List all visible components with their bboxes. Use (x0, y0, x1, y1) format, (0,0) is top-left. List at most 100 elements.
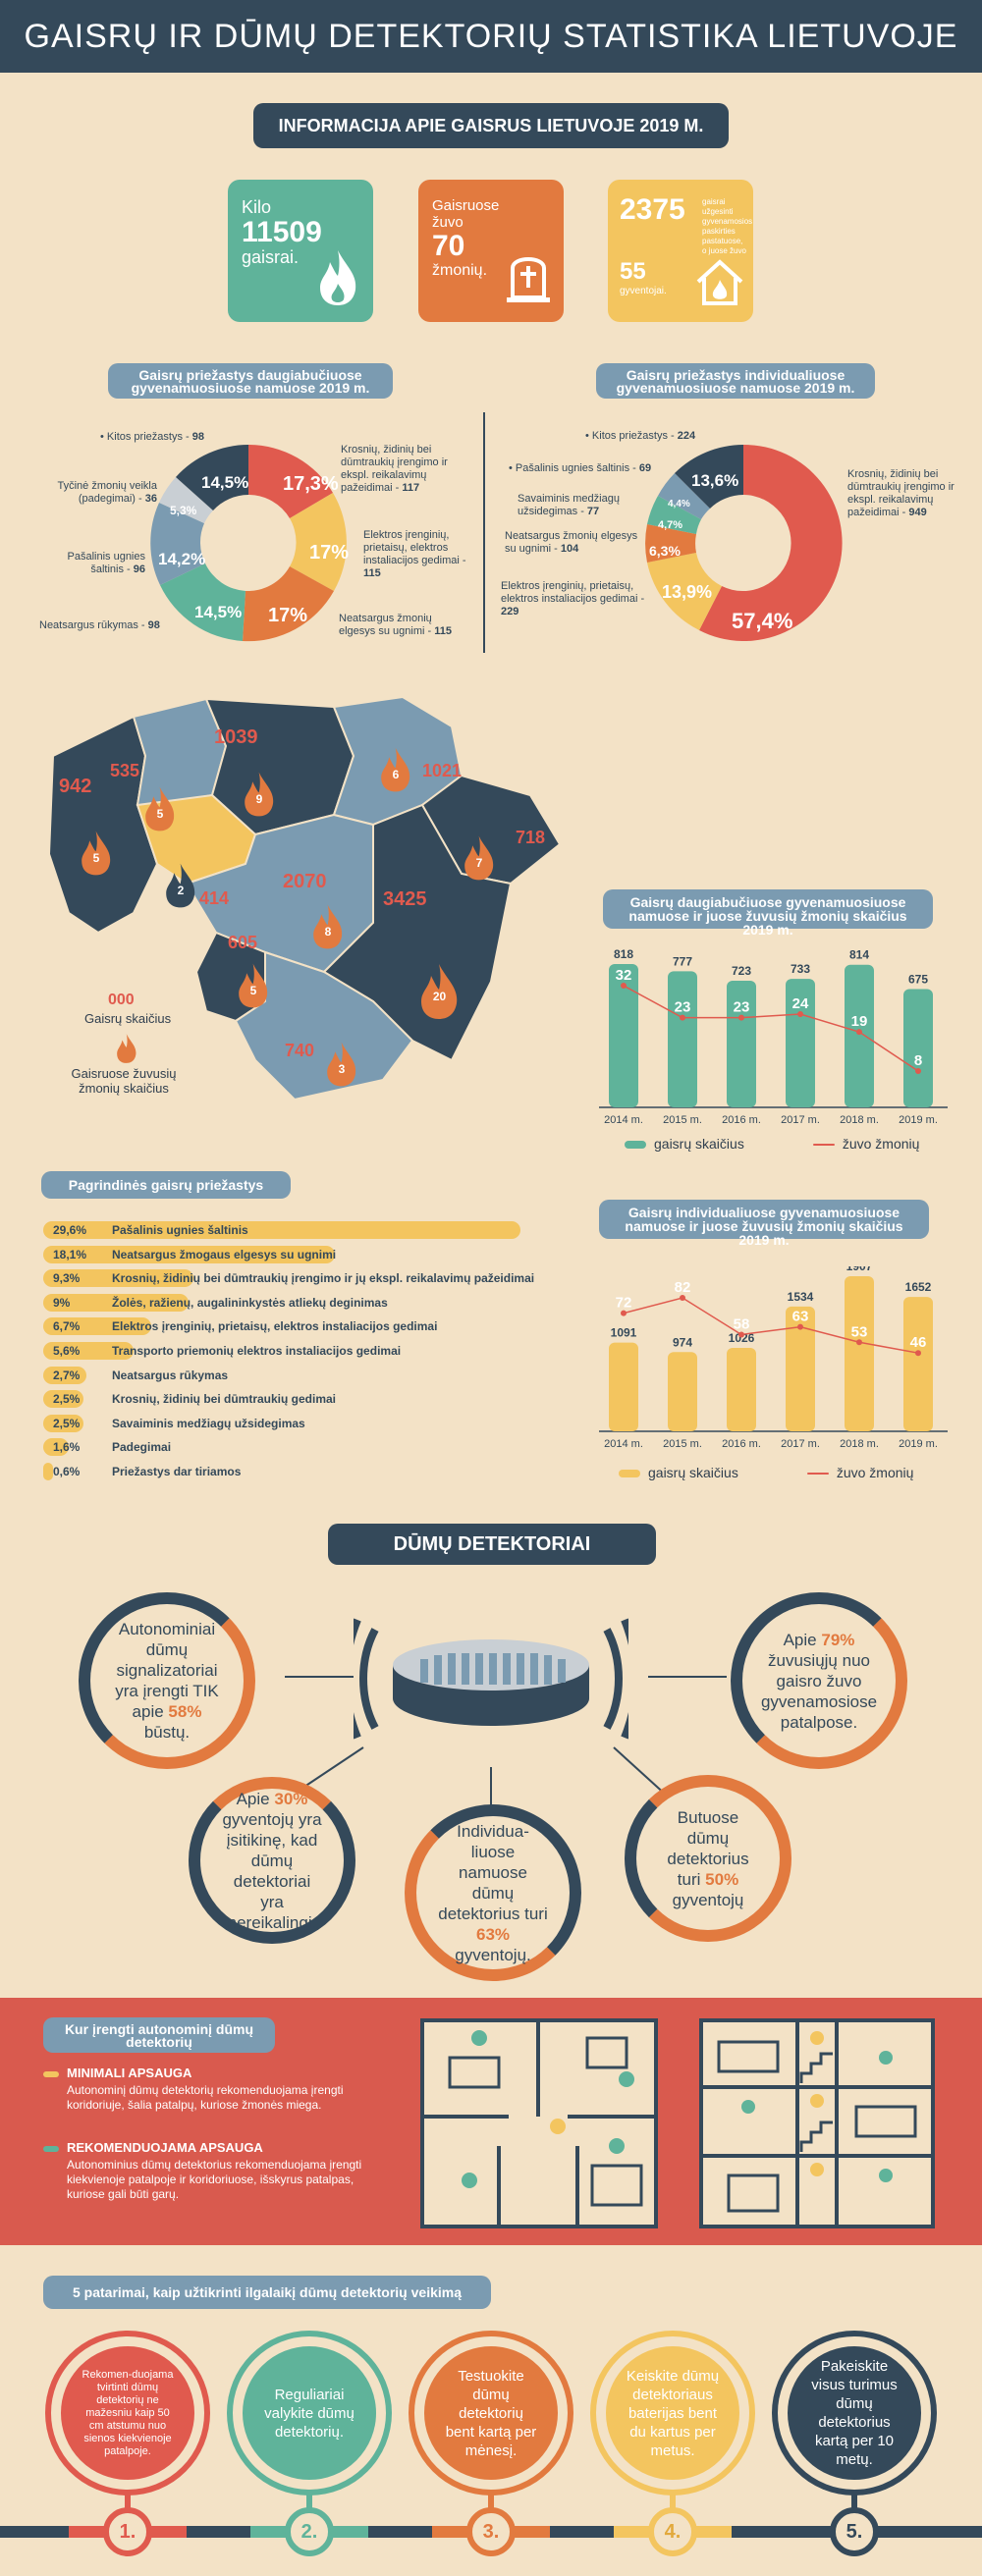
cause-pct: 18,1% (53, 1247, 87, 1261)
cause-bar (43, 1269, 193, 1288)
cause-bar (43, 1463, 53, 1480)
x-tick-label: 2017 m. (781, 1114, 820, 1126)
tip-number: 2. (285, 2507, 334, 2556)
deaths-point (856, 1339, 862, 1346)
info-heading: INFORMACIJA APIE GAISRUS LIETUVOJE 2019 … (253, 103, 729, 148)
map-fires-3: 1039 (214, 726, 258, 748)
house-fire-icon (696, 259, 743, 305)
donut-slice-other (675, 445, 743, 509)
bar-value-label: 777 (673, 954, 692, 968)
tip-circle: Reguliariai valykite dūmų detektorių. (233, 2336, 386, 2490)
tip-stem (306, 2494, 312, 2518)
bar (845, 1276, 874, 1431)
ind-pct-5: 4,4% (668, 499, 690, 510)
bar-value-label: 1534 (788, 1290, 814, 1304)
main-causes-heading: Pagrindinės gaisrų priežastys (41, 1171, 291, 1199)
tip-stem (488, 2494, 494, 2518)
cause-label: Padegimai (112, 1440, 172, 1455)
cause-label: Neatsargus žmogaus elgesys su ugnimi (112, 1247, 337, 1261)
map-dead-count: 2 (177, 884, 185, 897)
cause-label: Krosnių, židinių bei dūmtraukių gedimai (112, 1392, 337, 1407)
map-dead-count: 7 (475, 856, 483, 870)
map-flame-icon: 3 (324, 1041, 359, 1093)
map-flame-icon: 8 (310, 903, 346, 955)
donut-slice-arson (159, 477, 213, 523)
cause-row: 29,6% Pašalinis ugnies šaltinis (43, 1220, 248, 1240)
individual-causes-donut (645, 444, 843, 641)
deaths-value-label: 72 (616, 1295, 632, 1312)
multi-label-other: • Kitos priežastys - 98 (100, 431, 204, 443)
deaths-value-label: 8 (914, 1052, 922, 1069)
tombstone-icon (507, 257, 550, 302)
legend-swatch (619, 1470, 640, 1478)
tip-number: 3. (466, 2507, 516, 2556)
cause-pct: 6,7% (53, 1319, 81, 1334)
cause-pct: 29,6% (53, 1223, 87, 1237)
multi-label-arson: Tyčinė žmonių veikla (padegimai) - 36 (57, 480, 158, 505)
chart1-title: Gaisrų daugiabučiuose gyvenamuosiuose na… (603, 889, 933, 937)
deaths-value-label: 23 (675, 999, 691, 1016)
stat-circle-79: Apie 79% žuvusiųjų nuo gaisro žuvo gyven… (731, 1592, 907, 1769)
legend-swatch (43, 2145, 59, 2152)
bar-value-label: 818 (614, 947, 633, 961)
deaths-value-label: 46 (910, 1334, 927, 1351)
cause-pct: 1,6% (53, 1440, 81, 1455)
ind-label-electric: Elektros įrenginių, prietaisų, elektros … (501, 580, 645, 617)
deaths-pre: Gaisruose žuvo (432, 197, 500, 231)
map-flame-icon: 5 (79, 830, 114, 882)
houses-text: gaisrai užgesinti gyvenamosios paskirtie… (702, 197, 753, 255)
ind-label-self-ignition: Savaiminis medžiagų užsidegimas - 77 (518, 493, 620, 517)
cause-bar (43, 1245, 336, 1263)
map-legend-dead: Gaisruose žuvusių žmonių skaičius (71, 1066, 177, 1096)
map-flame-icon: 6 (378, 746, 413, 798)
deaths-point (680, 1014, 685, 1021)
tip-number: 1. (103, 2507, 152, 2556)
map-region-alytus (234, 950, 414, 1101)
multi-pct-3: 17% (268, 605, 308, 626)
map-fires-8: 3425 (383, 888, 427, 910)
flame-icon (320, 250, 356, 305)
cause-pct: 0,6% (53, 1465, 81, 1478)
x-tick-label: 2016 m. (722, 1114, 761, 1126)
page-title: GAISRŲ IR DŪMŲ DETEKTORIŲ STATISTIKA LIE… (0, 0, 982, 73)
map-dead-count: 3 (338, 1062, 346, 1076)
individual-causes-heading: Gaisrų priežastys individualiuose gyvena… (596, 363, 875, 399)
multi-label-electric: Elektros įrenginių, prietaisų, elektros … (363, 529, 466, 579)
section-divider (483, 412, 485, 653)
smoke-connectors (285, 1676, 727, 1826)
deaths-point (621, 1310, 627, 1316)
map-fires-6: 718 (516, 828, 546, 847)
ind-pct-1: 57,4% (732, 609, 793, 633)
map-flame-icon: 2 (163, 862, 198, 914)
bar (903, 989, 933, 1107)
multi-pct-2: 17% (309, 542, 350, 564)
cause-row: 2,5% Krosnių, židinių bei dūmtraukių gedi… (43, 1389, 336, 1409)
rec-protection-text: Autonominius dūmų detektorius rekomenduo… (67, 2158, 362, 2201)
multi-causes-donut (150, 445, 347, 642)
houses-dead-number: 55 (620, 258, 646, 285)
map-dead-count: 5 (156, 807, 164, 821)
donut-slice-self-ignition (647, 496, 701, 534)
cause-row: 9,3% Krosnių, židinių bei dūmtraukių įren… (43, 1268, 534, 1288)
stat-circle-63: Individua-liuose namuose dūmų detektoriu… (405, 1804, 581, 1981)
x-tick-label: 2015 m. (663, 1114, 702, 1126)
legend-swatch (43, 2070, 59, 2077)
houses-dead-post: gyventojai. (620, 286, 667, 296)
map-fires-2: 535 (110, 761, 140, 780)
chart2-legend: gaisrų skaičius žuvo žmonių (619, 1465, 913, 1480)
cause-label: Savaiminis medžiagų užsidegimas (112, 1416, 305, 1430)
bar-value-label: 814 (849, 948, 869, 962)
bar (668, 971, 697, 1107)
bar (727, 1347, 756, 1431)
ind-label-careless: Neatsargus žmonių elgesys su ugnimi - 10… (505, 530, 638, 555)
x-tick-label: 2016 m. (722, 1438, 761, 1450)
x-tick-label: 2017 m. (781, 1438, 820, 1450)
smoke-heading: DŪMŲ DETEKTORIAI (328, 1524, 656, 1565)
map-flame-icon: 20 (417, 962, 462, 1026)
cause-pct: 2,5% (53, 1416, 81, 1430)
bar (786, 979, 815, 1107)
multi-label-stoves: Krosnių, židinių bei dūmtraukių įrengimo… (341, 444, 448, 494)
map-dead-count: 5 (92, 851, 100, 865)
deaths-point (797, 1323, 803, 1330)
ind-pct-4: 4,7% (658, 519, 683, 531)
